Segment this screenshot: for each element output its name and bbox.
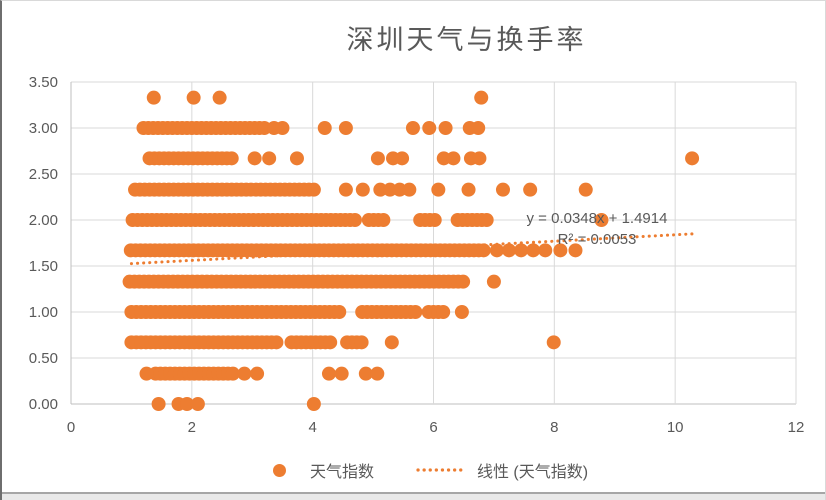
scatter-point bbox=[354, 335, 369, 350]
scatter-point bbox=[321, 366, 336, 381]
scatter-point bbox=[180, 397, 194, 411]
scatter-point bbox=[431, 182, 446, 197]
scatter-point bbox=[247, 151, 262, 166]
y-axis-tick-label: 2.50 bbox=[29, 166, 58, 183]
scatter-point bbox=[495, 182, 510, 197]
x-axis-tick-label: 0 bbox=[67, 419, 75, 436]
scatter-point bbox=[392, 182, 407, 197]
scatter-point bbox=[373, 182, 388, 197]
x-axis-tick-label: 12 bbox=[788, 419, 805, 436]
scatter-point bbox=[446, 151, 461, 166]
scatter-point bbox=[568, 243, 583, 258]
scatter-point bbox=[408, 305, 423, 319]
legend: 天气指数 线性 (天气指数) bbox=[2, 457, 825, 483]
x-axis-tick-label: 6 bbox=[429, 419, 437, 436]
scatter-point bbox=[139, 366, 154, 381]
scatter-point bbox=[338, 121, 353, 135]
scatter-point bbox=[471, 121, 486, 135]
scatter-point bbox=[257, 121, 272, 135]
y-axis-tick-label: 3.50 bbox=[29, 74, 58, 91]
scatter-point bbox=[262, 151, 277, 166]
scatter-point bbox=[454, 305, 469, 319]
scatter-point bbox=[476, 243, 491, 258]
y-axis-tick-label: 0.50 bbox=[29, 350, 58, 367]
scatter-point bbox=[306, 182, 321, 197]
scatter-point bbox=[526, 243, 541, 258]
scatter-point bbox=[370, 151, 385, 166]
scatter-point bbox=[436, 151, 451, 166]
scatter-point bbox=[427, 213, 442, 227]
scatter-point bbox=[269, 335, 284, 350]
scatter-point bbox=[384, 335, 399, 350]
scatter-point bbox=[338, 182, 353, 197]
scatter-point bbox=[370, 366, 385, 381]
y-axis-tick-label: 1.00 bbox=[29, 304, 58, 321]
scatter-point bbox=[546, 335, 561, 350]
y-axis-tick-label: 1.50 bbox=[29, 258, 58, 275]
scatter-point bbox=[376, 213, 391, 227]
scatter-point bbox=[405, 121, 420, 135]
scatter-point bbox=[474, 90, 489, 105]
y-axis-tick-label: 0.00 bbox=[29, 396, 58, 413]
scatter-point bbox=[489, 243, 504, 258]
scatter-point bbox=[402, 182, 417, 197]
scatter-point bbox=[383, 182, 397, 197]
legend-item-trendline: 线性 (天气指数) bbox=[416, 458, 588, 482]
trendline-equation: y = 0.0348x + 1.4914 R² = 0.0053 bbox=[508, 208, 686, 250]
legend-item-series: 天气指数 bbox=[272, 458, 374, 482]
scatter-point bbox=[422, 121, 437, 135]
scatter-point bbox=[502, 243, 517, 258]
scatter-point bbox=[461, 182, 476, 197]
scatter-point bbox=[472, 151, 487, 166]
scatter-point bbox=[594, 213, 609, 227]
scatter-point bbox=[275, 121, 290, 135]
scatter-point bbox=[358, 366, 373, 381]
y-axis-tick-label: 3.00 bbox=[29, 120, 58, 137]
scatter-point bbox=[250, 366, 265, 381]
scatter-point bbox=[224, 151, 239, 166]
scatter-point bbox=[190, 397, 205, 411]
scatter-point bbox=[317, 121, 332, 135]
scatter-point bbox=[514, 243, 529, 258]
scatter-point bbox=[523, 182, 538, 197]
scatter-point bbox=[355, 182, 370, 197]
scatter-point bbox=[289, 151, 304, 166]
scatter-point bbox=[323, 335, 338, 350]
scatter-point bbox=[486, 274, 501, 289]
trendline-equation-line: y = 0.0348x + 1.4914 bbox=[526, 210, 668, 227]
trendline-sample-icon bbox=[416, 468, 468, 472]
scatter-point bbox=[212, 90, 227, 105]
legend-series-label: 天气指数 bbox=[309, 464, 374, 481]
trendline-r-squared-line: R² = 0.0053 bbox=[557, 231, 637, 248]
scatter-point bbox=[395, 151, 410, 166]
scatter-point bbox=[553, 243, 568, 258]
x-axis-tick-label: 2 bbox=[188, 419, 196, 436]
scatter-point bbox=[438, 121, 453, 135]
scatter-point bbox=[538, 243, 553, 258]
scatter-point bbox=[479, 213, 494, 227]
y-axis-tick-label: 2.00 bbox=[29, 212, 58, 229]
legend-trendline-label: 线性 (天气指数) bbox=[476, 464, 589, 481]
scatter-point bbox=[436, 305, 451, 319]
scatter-point bbox=[578, 182, 593, 197]
scatter-point bbox=[334, 366, 349, 381]
scatter-point bbox=[347, 213, 362, 227]
scatter-point bbox=[456, 274, 471, 289]
scatter-point bbox=[146, 90, 161, 105]
x-axis-tick-label: 4 bbox=[308, 419, 316, 436]
x-axis-tick-label: 10 bbox=[667, 419, 684, 436]
scatter-point bbox=[685, 151, 700, 166]
x-axis-tick-label: 8 bbox=[550, 419, 558, 436]
scatter-point bbox=[151, 397, 166, 411]
chart-title: 深圳天气与换手率 bbox=[346, 25, 587, 55]
scatter-point bbox=[225, 366, 240, 381]
scatter-point bbox=[186, 90, 201, 105]
scatter-point bbox=[237, 366, 252, 381]
series-marker-icon bbox=[272, 463, 286, 477]
scatter-point bbox=[332, 305, 347, 319]
scatter-point bbox=[306, 397, 321, 411]
